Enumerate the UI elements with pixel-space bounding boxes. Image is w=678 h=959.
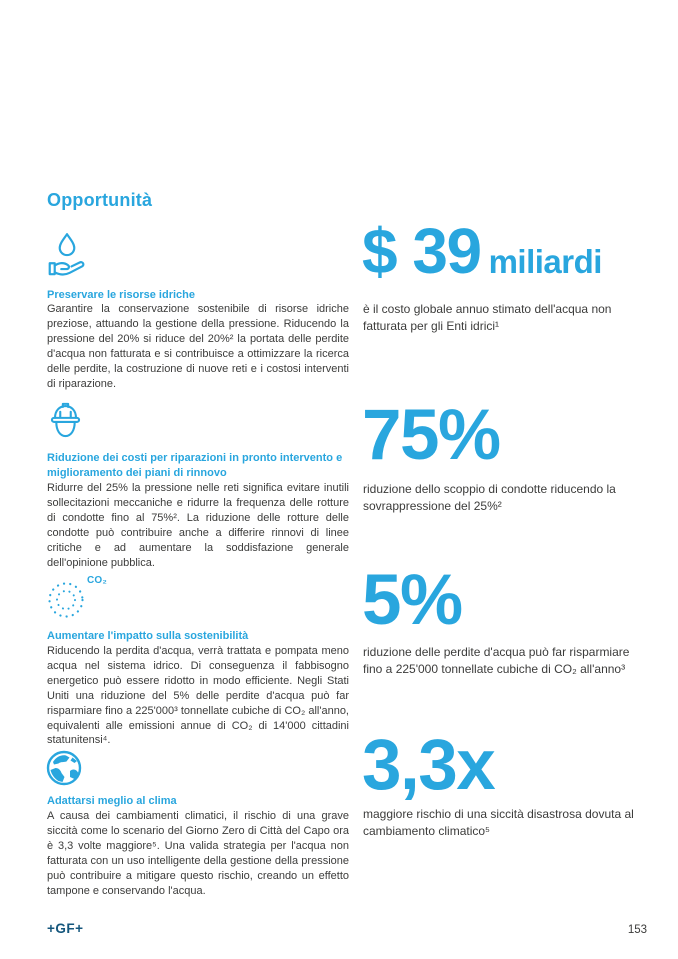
stat-caption-repairs: riduzione dello scoppio di condotte ridu… [363, 482, 616, 513]
stat-water-cost: $ 39 miliardi [362, 219, 652, 283]
stat-drought-risk: 3,3x [362, 730, 652, 801]
stat-value: 75% [362, 396, 501, 475]
page-footer: +GF+ 153 [47, 921, 647, 936]
section-body-sustainability: Riducendo la perdita d'acqua, verrà trat… [47, 645, 349, 747]
section-heading-sustainability: Aumentare l'impatto sulla sostenibilità [47, 630, 249, 642]
section-heading-climate: Adattarsi meglio al clima [47, 795, 177, 807]
page-title: Opportunità [47, 190, 153, 210]
stat-co2-savings: 5% [362, 565, 652, 636]
section-body-water: Garantire la conservazione sostenibile d… [47, 303, 349, 390]
stat-value: 3,3x [362, 726, 496, 805]
co2-dotted-circle-icon: CO₂ [45, 575, 107, 621]
stat-caption-sustainability: riduzione delle perdite d'acqua può far … [363, 645, 630, 676]
gf-logo: +GF+ [47, 921, 84, 936]
stat-caption-climate: maggiore rischio di una siccità disastro… [363, 807, 634, 838]
stat-pipe-bursts: 75% [362, 400, 652, 471]
stat-unit: miliardi [488, 243, 603, 280]
section-body-repairs: Ridurre del 25% la pressione nelle reti … [47, 482, 349, 569]
globe-icon [46, 750, 82, 786]
section-heading-repairs: Riduzione dei costi per riparazioni in p… [47, 452, 343, 479]
section-heading-water: Preservare le risorse idriche [47, 289, 195, 301]
stat-value: $ 39 [362, 215, 482, 287]
stat-caption-water: è il costo globale annuo stimato dell'ac… [363, 302, 612, 333]
section-body-climate: A causa dei cambiamenti climatici, il ri… [47, 810, 349, 897]
stat-value: 5% [362, 561, 463, 640]
hand-water-drop-icon [47, 231, 87, 281]
page-number: 153 [627, 924, 647, 936]
co2-icon-label: CO₂ [87, 575, 108, 586]
hard-hat-icon [48, 398, 83, 443]
